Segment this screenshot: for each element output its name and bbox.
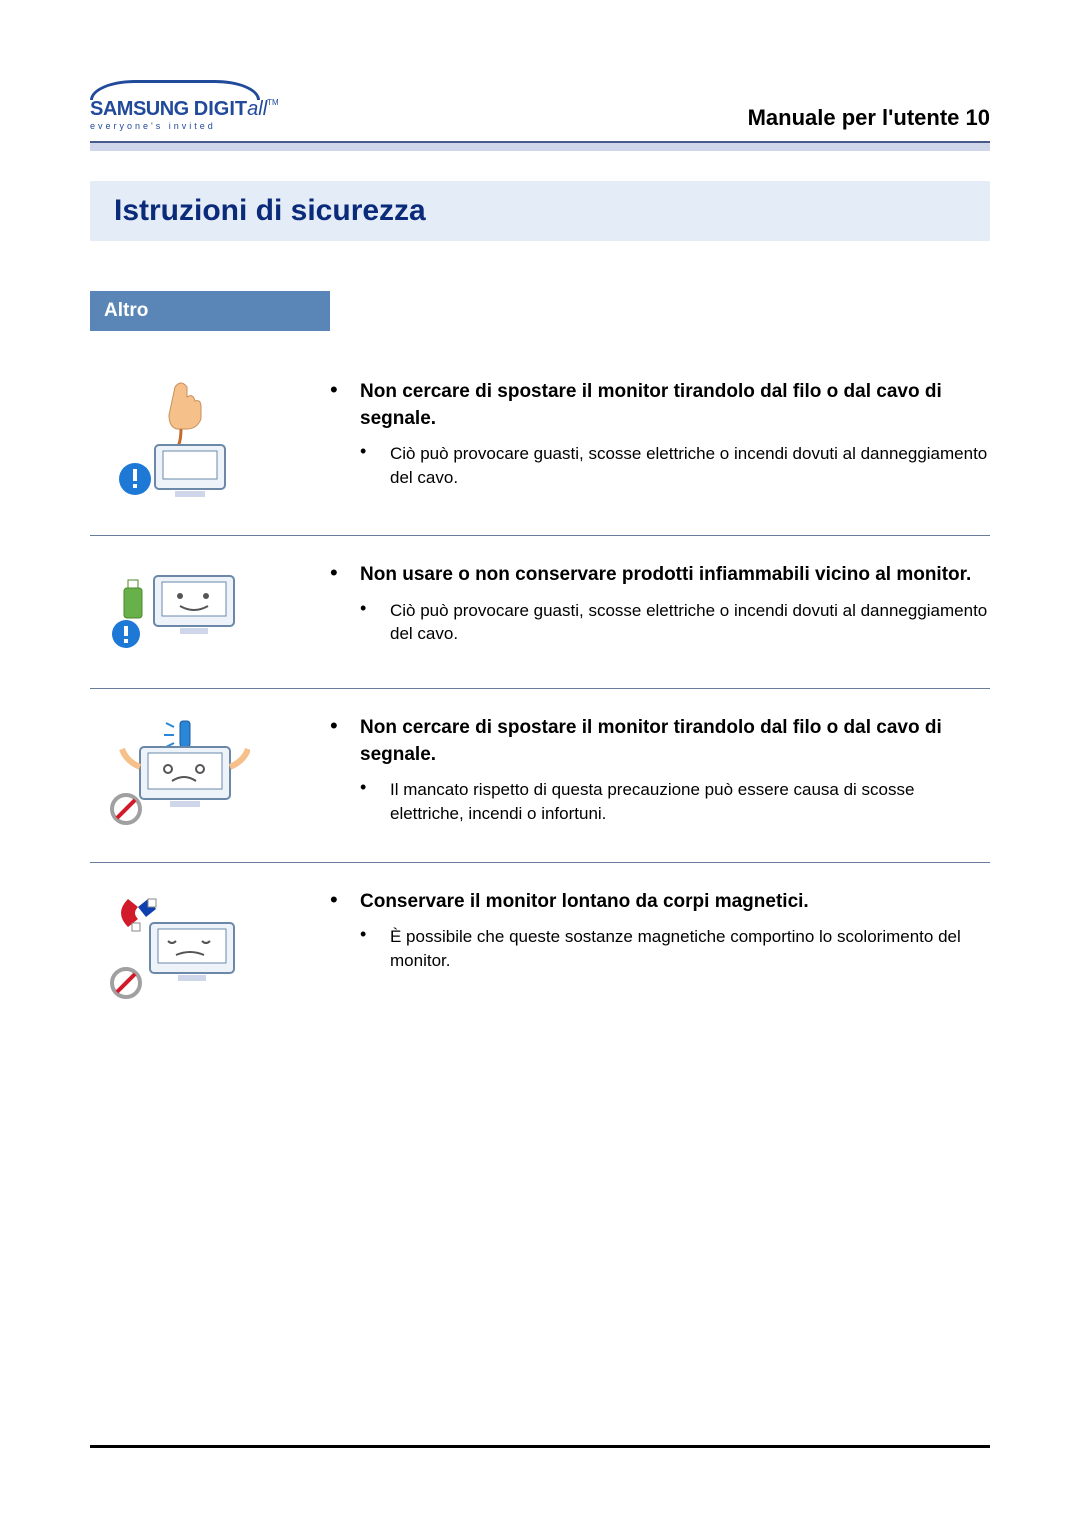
instruction-detail: Il mancato rispetto di questa precauzion… — [390, 778, 990, 826]
instruction-block: • Conservare il monitor lontano da corpi… — [90, 871, 990, 1027]
section-title-strip: Istruzioni di sicurezza — [90, 181, 990, 241]
bullet-icon: • — [330, 562, 360, 589]
instruction-title: Non cercare di spostare il monitor tiran… — [360, 715, 990, 768]
instruction-detail: Ciò può provocare guasti, scosse elettri… — [390, 599, 990, 647]
page-title-right: Manuale per l'utente 10 — [748, 105, 990, 131]
illustration-magnet-icon — [90, 889, 270, 999]
divider — [90, 535, 990, 536]
logo-tm: TM — [267, 98, 279, 107]
subsection-tag: Altro — [90, 291, 330, 331]
subsection-label: Altro — [104, 300, 148, 322]
section-title-text: Istruzioni di sicurezza — [90, 194, 426, 228]
logo-brand-mid: DIGIT — [194, 98, 247, 120]
instruction-detail: Ciò può provocare guasti, scosse elettri… — [390, 442, 990, 490]
logo-brand-left: SAMSUNG — [90, 98, 194, 120]
illustration-pull-cable-icon — [90, 379, 270, 499]
instruction-title: Non usare o non conservare prodotti infi… — [360, 562, 971, 589]
bullet-icon: • — [330, 715, 360, 768]
bottom-rule — [90, 1445, 990, 1448]
sub-bullet-icon: • — [360, 442, 390, 490]
sub-bullet-icon: • — [360, 778, 390, 826]
bullet-icon: • — [330, 379, 360, 432]
logo-tagline: everyone's invited — [90, 121, 279, 131]
instruction-block: • Non cercare di spostare il monitor tir… — [90, 361, 990, 527]
instruction-detail: È possibile che queste sostanze magnetic… — [390, 925, 990, 973]
logo-brand-right: all — [247, 98, 267, 120]
instruction-block: • Non usare o non conservare prodotti in… — [90, 544, 990, 680]
instruction-title: Non cercare di spostare il monitor tiran… — [360, 379, 990, 432]
top-rule — [90, 141, 990, 151]
instruction-title: Conservare il monitor lontano da corpi m… — [360, 889, 809, 916]
bullet-icon: • — [330, 889, 360, 916]
brand-logo: SAMSUNG DIGITallTM everyone's invited — [90, 80, 279, 131]
instruction-block: • Non cercare di spostare il monitor tir… — [90, 697, 990, 854]
illustration-flammable-icon — [90, 562, 270, 652]
sub-bullet-icon: • — [360, 925, 390, 973]
sub-bullet-icon: • — [360, 599, 390, 647]
illustration-shock-icon — [90, 715, 270, 825]
divider — [90, 862, 990, 863]
divider — [90, 688, 990, 689]
